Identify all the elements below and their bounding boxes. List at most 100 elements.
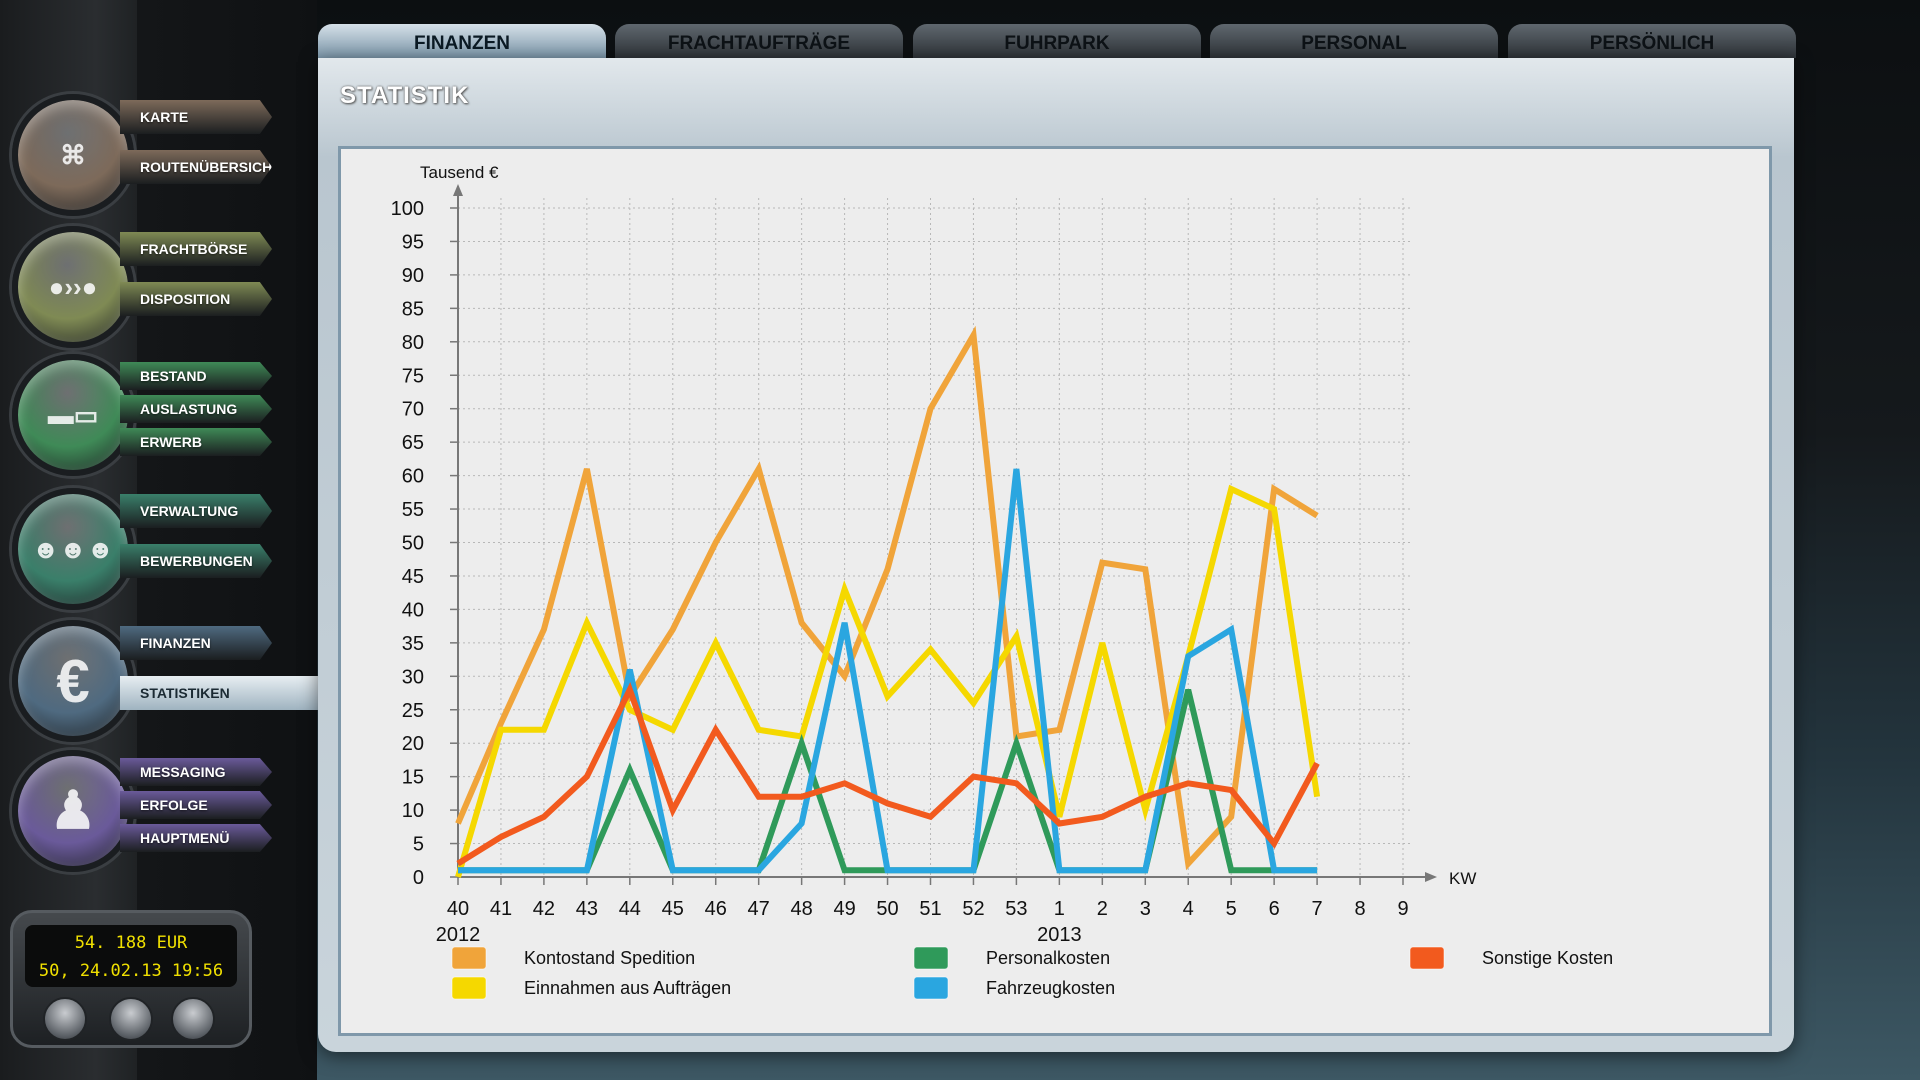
y-tick-label: 90: [402, 265, 424, 287]
x-tick-label: 3: [1140, 898, 1151, 920]
x-tick-label: 47: [748, 898, 770, 920]
y-tick-label: 20: [402, 733, 424, 755]
people-icon-glyph: ☻☻☻: [31, 533, 115, 564]
legend-label-1: Einnahmen aus Aufträgen: [524, 978, 731, 998]
sidebar-item-statistiken[interactable]: STATISTIKEN: [120, 676, 328, 710]
legend-swatch-0: [451, 946, 487, 970]
y-tick-label: 85: [402, 298, 424, 320]
y-tick-label: 80: [402, 332, 424, 354]
series-line-1: [455, 484, 1321, 878]
y-tick-label: 70: [402, 399, 424, 421]
y-tick-label: 0: [413, 867, 424, 889]
x-tick-label: 7: [1312, 898, 1323, 920]
chart-area: 0 5 10 15 20 25 30 35 40 45 50 55 60 65 70 75 80 85 90 95 10…: [338, 146, 1772, 1036]
page-title: STATISTIK: [340, 82, 470, 109]
speed-pause-button[interactable]: [43, 997, 87, 1041]
sidebar-item-bestand[interactable]: BESTAND: [120, 362, 272, 390]
x-tick-label: 48: [791, 898, 813, 920]
series-line-0: [455, 325, 1319, 871]
people-icon: ☻☻☻: [12, 488, 134, 610]
sidebar-item-frachtbörse[interactable]: FRACHTBÖRSE: [120, 232, 272, 266]
y-tick-label: 30: [402, 666, 424, 688]
y-tick-label: 15: [402, 767, 424, 789]
x-tick-label: 40: [447, 898, 469, 920]
sidebar-item-routenübersicht[interactable]: ROUTENÜBERSICHT: [120, 150, 272, 184]
year-label: 2013: [1037, 924, 1082, 946]
series-line-3: [458, 468, 1318, 874]
x-tick-label: 41: [490, 898, 512, 920]
y-tick-label: 45: [402, 566, 424, 588]
y-tick-label: 65: [402, 432, 424, 454]
x-tick-label: 42: [533, 898, 555, 920]
y-tick-label: 5: [413, 834, 424, 856]
finance-line-chart: 0510152025303540455055606570758085909510…: [391, 163, 1613, 1000]
x-tick-label: 53: [1005, 898, 1027, 920]
truck-icon-glyph: ▬▭: [47, 399, 99, 430]
sidebar-item-messaging[interactable]: MESSAGING: [120, 758, 272, 786]
x-tick-label: 4: [1183, 898, 1194, 920]
tab-persoenlich[interactable]: PERSÖNLICH: [1508, 24, 1796, 58]
sidebar-item-karte[interactable]: KARTE: [120, 100, 272, 134]
x-tick-label: 46: [705, 898, 727, 920]
year-label: 2012: [436, 924, 481, 946]
legend-label-3: Fahrzeugkosten: [986, 978, 1115, 998]
euro-icon: €: [12, 620, 134, 742]
sidebar-item-erfolge[interactable]: ERFOLGE: [120, 791, 272, 819]
x-tick-label: 5: [1226, 898, 1237, 920]
tab-frachtauftraege[interactable]: FRACHTAUFTRÄGE: [615, 24, 903, 58]
x-tick-label: 8: [1354, 898, 1365, 920]
y-tick-label: 60: [402, 466, 424, 488]
euro-icon-glyph: €: [56, 647, 90, 715]
speed-normal-button[interactable]: [109, 997, 153, 1041]
tab-fuhrpark[interactable]: FUHRPARK: [913, 24, 1201, 58]
y-axis-title: Tausend €: [420, 163, 499, 182]
series-line-4: [456, 682, 1320, 867]
tab-finanzen[interactable]: FINANZEN: [318, 24, 606, 58]
user-icon-glyph: ♟: [49, 782, 97, 840]
x-tick-label: 44: [619, 898, 641, 920]
y-tick-label: 55: [402, 499, 424, 521]
status-panel: 54. 188 EUR 50, 24.02.13 19:56: [10, 910, 252, 1048]
sidebar-item-erwerb[interactable]: ERWERB: [120, 428, 272, 456]
x-tick-label: 6: [1269, 898, 1280, 920]
statistics-panel: STATISTIK 0 5 10 15 20 25 30 35 40 45 50 55 60 65 70 75…: [318, 58, 1794, 1052]
legend-swatch-4: [1409, 946, 1445, 970]
sidebar-item-verwaltung[interactable]: VERWALTUNG: [120, 494, 272, 528]
x-axis-arrow: [1425, 872, 1437, 882]
freight-route-icon-glyph: ●››●: [48, 271, 98, 302]
x-tick-label: 49: [833, 898, 855, 920]
sidebar-item-hauptmenü[interactable]: HAUPTMENÜ: [120, 824, 272, 852]
y-tick-label: 10: [402, 800, 424, 822]
y-axis-arrow: [453, 184, 463, 196]
y-tick-label: 35: [402, 633, 424, 655]
balance-readout: 54. 188 EUR: [74, 933, 188, 953]
y-tick-label: 100: [391, 198, 424, 220]
x-axis-title: KW: [1449, 869, 1476, 888]
x-tick-label: 50: [876, 898, 898, 920]
y-tick-label: 50: [402, 533, 424, 555]
sidebar-item-auslastung[interactable]: AUSLASTUNG: [120, 395, 272, 423]
legend-swatch-2: [913, 946, 949, 970]
x-tick-label: 52: [962, 898, 984, 920]
sidebar-item-disposition[interactable]: DISPOSITION: [120, 282, 272, 316]
sidebar-item-finanzen[interactable]: FINANZEN: [120, 626, 272, 660]
y-tick-label: 25: [402, 700, 424, 722]
speed-fast-button[interactable]: [171, 997, 215, 1041]
x-tick-label: 43: [576, 898, 598, 920]
x-tick-label: 1: [1054, 898, 1065, 920]
datetime-readout: 50, 24.02.13 19:56: [38, 961, 224, 981]
europe-map-icon: ⌘: [12, 94, 134, 216]
x-tick-label: 2: [1097, 898, 1108, 920]
x-tick-label: 45: [662, 898, 684, 920]
legend-label-0: Kontostand Spedition: [524, 948, 695, 968]
sidebar-item-bewerbungen[interactable]: BEWERBUNGEN: [120, 544, 272, 578]
tab-personal[interactable]: PERSONAL: [1210, 24, 1498, 58]
freight-route-icon: ●››●: [12, 226, 134, 348]
legend-swatch-3: [913, 976, 949, 1000]
legend-swatch-1: [451, 976, 487, 1000]
user-icon: ♟: [12, 750, 134, 872]
x-tick-label: 9: [1397, 898, 1408, 920]
europe-map-icon-glyph: ⌘: [60, 139, 86, 170]
legend-label-4: Sonstige Kosten: [1482, 948, 1613, 968]
legend-label-2: Personalkosten: [986, 948, 1110, 968]
